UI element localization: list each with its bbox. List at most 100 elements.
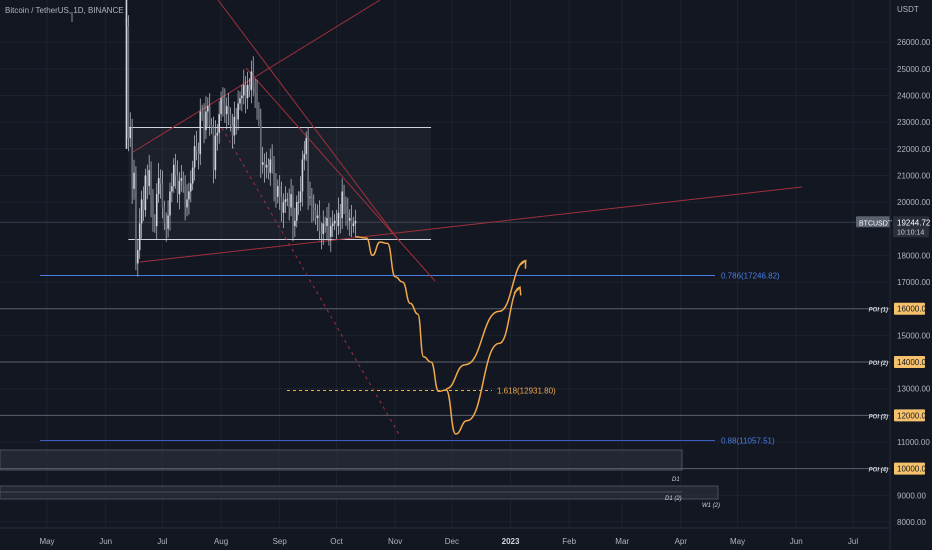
poi-price-label: 14000.00	[897, 358, 931, 367]
candle-body	[277, 186, 279, 197]
candle-body	[205, 111, 207, 131]
y-tick-label: 17000.00	[897, 278, 931, 287]
candle-body	[201, 111, 203, 115]
candle-body	[303, 154, 306, 160]
candle-body	[244, 84, 247, 99]
x-tick-label: May	[730, 537, 745, 546]
candle-body	[137, 250, 139, 264]
candle-body	[214, 135, 217, 171]
candle-body	[312, 207, 315, 211]
candle-body	[174, 164, 177, 176]
candle-body	[299, 191, 302, 203]
last-price-badge	[893, 216, 929, 238]
candle-body	[178, 180, 181, 195]
candle-body	[176, 175, 179, 195]
candle-body	[218, 114, 220, 133]
candle-body	[172, 164, 175, 187]
candle-body	[250, 71, 253, 91]
y-tick-label: 26000.00	[897, 38, 931, 47]
candle-body	[307, 138, 309, 197]
trend-line	[139, 186, 803, 263]
candle-body	[269, 159, 272, 173]
candle-body	[275, 186, 277, 197]
poi-price-badge	[894, 409, 925, 422]
candle-body	[246, 84, 249, 99]
candle-body	[354, 220, 357, 224]
candle-body	[314, 210, 317, 219]
y-tick-label: 23000.00	[897, 118, 931, 127]
candle-body	[191, 167, 194, 184]
candle-body	[288, 199, 290, 208]
candle-body	[216, 132, 219, 136]
x-tick-label: Jul	[157, 537, 167, 546]
candle-body	[222, 98, 224, 104]
y-tick-label: 9000.00	[897, 491, 926, 500]
candle-body	[331, 223, 334, 227]
candle-body	[286, 199, 289, 201]
candle-body	[311, 196, 313, 208]
last-price-countdown: 10:10:14	[897, 229, 924, 236]
poi-label: POI (2)	[869, 361, 888, 367]
trend-line	[217, 0, 401, 243]
poi-price-badge	[894, 302, 925, 315]
candle-body	[220, 98, 222, 115]
last-price-symbol: BTCUSDT	[859, 220, 893, 227]
candle-body	[265, 164, 268, 168]
y-tick-label: 22000.00	[897, 145, 931, 154]
x-tick-label: Sep	[273, 537, 288, 546]
candle-body	[227, 106, 230, 115]
x-tick-label: Oct	[330, 537, 343, 546]
candle-body	[324, 223, 326, 227]
poi-price-label: 12000.00	[897, 411, 931, 420]
candle-body	[242, 84, 245, 96]
zone-d1	[0, 449, 683, 471]
poi-price-label: 10000.00	[897, 465, 931, 474]
x-tick-label: Aug	[214, 537, 228, 546]
candle-body	[254, 87, 256, 93]
candle-body	[348, 218, 351, 221]
poi-price-badge	[894, 356, 925, 369]
trend-line	[245, 67, 436, 282]
candle-body	[294, 220, 296, 227]
projection-line-alt	[446, 260, 526, 390]
candle-body	[343, 191, 345, 208]
candle-body	[258, 108, 260, 120]
candle-body	[159, 178, 162, 184]
y-tick-label: 13000.00	[897, 385, 931, 394]
poi-label: POI (1)	[869, 308, 888, 314]
candle-body	[180, 178, 183, 181]
candle-body	[152, 202, 154, 221]
candle-body	[184, 186, 186, 208]
demand-zones: D1 D1 (2) W1 (2)	[0, 449, 720, 509]
candle-body	[241, 95, 243, 99]
x-tick-label: Dec	[445, 537, 459, 546]
zone-label: D1	[672, 477, 680, 483]
candle-body	[350, 218, 353, 227]
candle-body	[150, 170, 152, 203]
x-tick-label: 2023	[502, 537, 520, 546]
candle-body	[278, 186, 281, 197]
candle-body	[341, 191, 343, 219]
candle-body	[233, 116, 236, 136]
candle-body	[135, 172, 137, 264]
x-tick-label: Apr	[675, 537, 688, 546]
y-tick-label: 15000.00	[897, 331, 931, 340]
poi-price-badge	[894, 462, 925, 475]
projection-arrow-alt	[518, 259, 527, 269]
candle-body	[167, 215, 169, 229]
candle-body	[157, 178, 160, 195]
candle-body	[225, 106, 228, 115]
last-price-value: 19244.72	[897, 218, 931, 227]
trend-line	[221, 127, 401, 437]
candle-body	[337, 212, 340, 227]
candle-body	[144, 175, 147, 211]
candle-body	[320, 231, 323, 235]
candle-body	[267, 164, 270, 173]
candle-body	[129, 127, 132, 139]
horizontal-levels	[0, 221, 890, 470]
candle-body	[169, 191, 171, 216]
candle-body	[171, 186, 173, 192]
candle-body	[345, 207, 347, 213]
poi-price-label: 16000.00	[897, 305, 931, 314]
